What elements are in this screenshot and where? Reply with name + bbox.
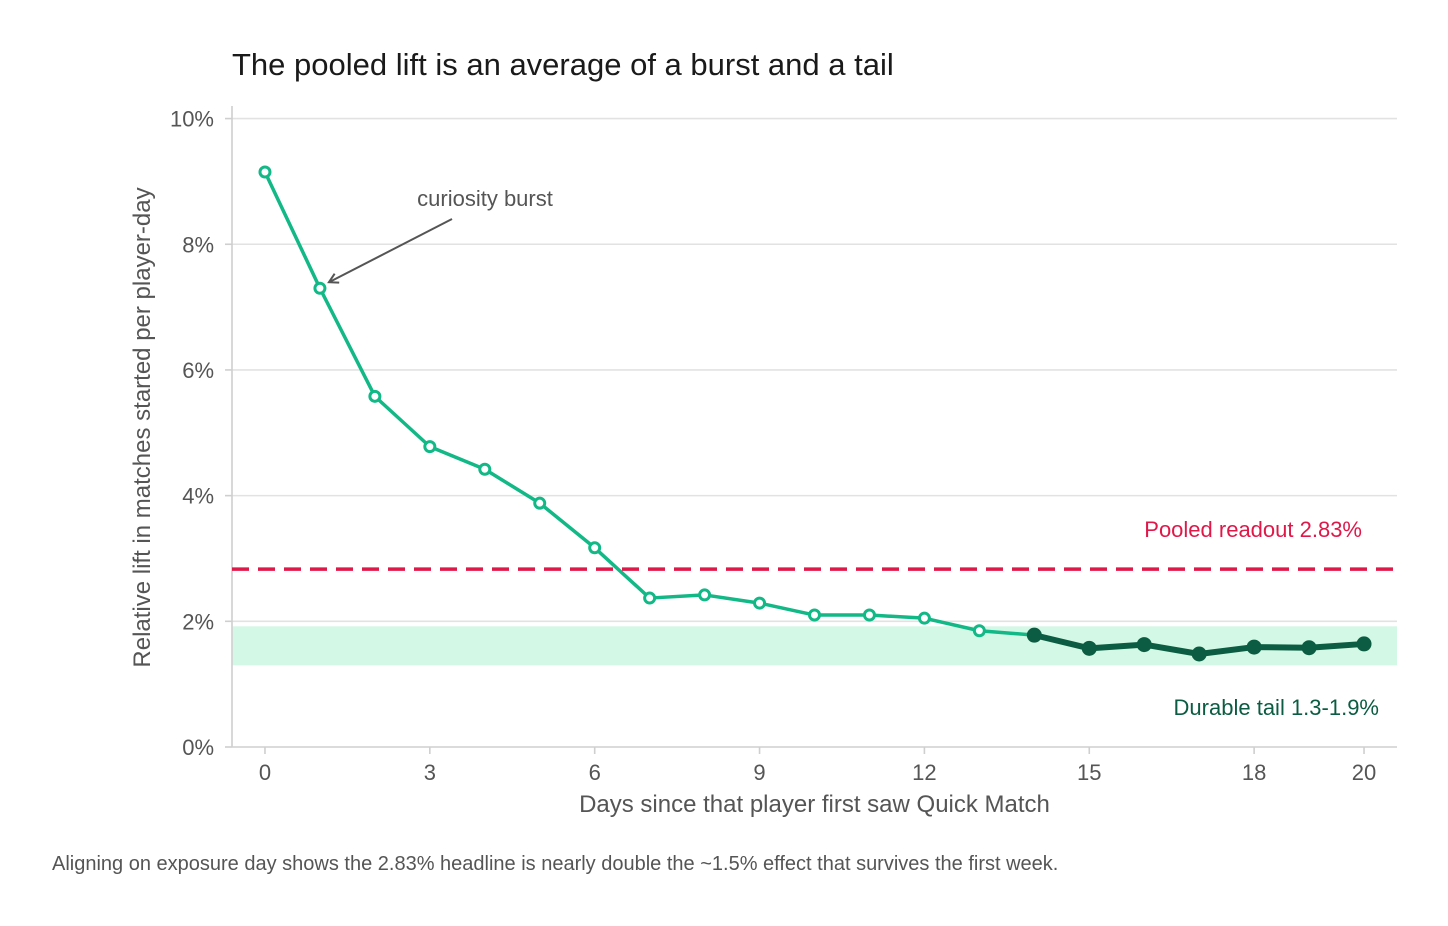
y-tick-label: 10%: [170, 107, 214, 132]
burst-data-point: [478, 462, 492, 476]
burst-data-point: [313, 281, 327, 295]
y-tick-label: 8%: [182, 232, 214, 257]
durable-tail-band: [232, 626, 1397, 666]
tail-data-point: [1136, 637, 1152, 653]
chart-title: The pooled lift is an average of a burst…: [232, 47, 894, 82]
burst-series-line: [263, 170, 1037, 637]
x-tick-label: 20: [1352, 760, 1376, 785]
tail-data-point: [1026, 627, 1042, 643]
burst-data-point: [698, 588, 712, 602]
x-tick-label: 18: [1242, 760, 1266, 785]
burst-data-point: [258, 165, 272, 179]
plot-area: 0% 2% 4% 6% 8% 10% 0 3 6 9 12 15 18 20 Days since that…: [129, 106, 1397, 818]
x-axis-label: Days since that player first saw Quick M…: [579, 791, 1050, 818]
burst-data-point: [533, 496, 547, 510]
burst-data-point: [643, 591, 657, 605]
pooled-readout-label: Pooled readout 2.83%: [1144, 517, 1362, 542]
burst-data-point: [588, 541, 602, 555]
burst-data-point: [862, 608, 876, 622]
x-tick-label: 0: [259, 760, 271, 785]
chart-caption: Aligning on exposure day shows the 2.83%…: [52, 853, 1058, 875]
burst-data-point: [368, 389, 382, 403]
tail-data-point: [1081, 640, 1097, 656]
durable-tail-label: Durable tail 1.3-1.9%: [1174, 695, 1379, 720]
x-tick-label: 3: [424, 760, 436, 785]
tail-data-point: [1191, 646, 1207, 662]
annotation-label: curiosity burst: [417, 186, 553, 211]
tail-data-point: [1246, 639, 1262, 655]
burst-data-point: [917, 611, 931, 625]
burst-data-point: [808, 608, 821, 622]
burst-data-point: [423, 440, 437, 454]
tail-data-point: [1356, 636, 1372, 652]
tail-data-point: [1301, 640, 1317, 656]
x-tick-label: 9: [753, 760, 765, 785]
y-tick-label: 4%: [182, 484, 214, 509]
y-tick-label: 0%: [182, 735, 214, 760]
y-tick-label: 2%: [182, 609, 214, 634]
x-tick-label: 12: [912, 760, 936, 785]
x-tick-label: 15: [1077, 760, 1101, 785]
y-axis-label: Relative lift in matches started per pla…: [129, 187, 156, 667]
annotation-arrow: [329, 218, 453, 282]
burst-data-point: [753, 596, 767, 610]
y-tick-label: 6%: [182, 358, 214, 383]
burst-data-point: [972, 624, 986, 638]
x-tick-label: 6: [589, 760, 601, 785]
